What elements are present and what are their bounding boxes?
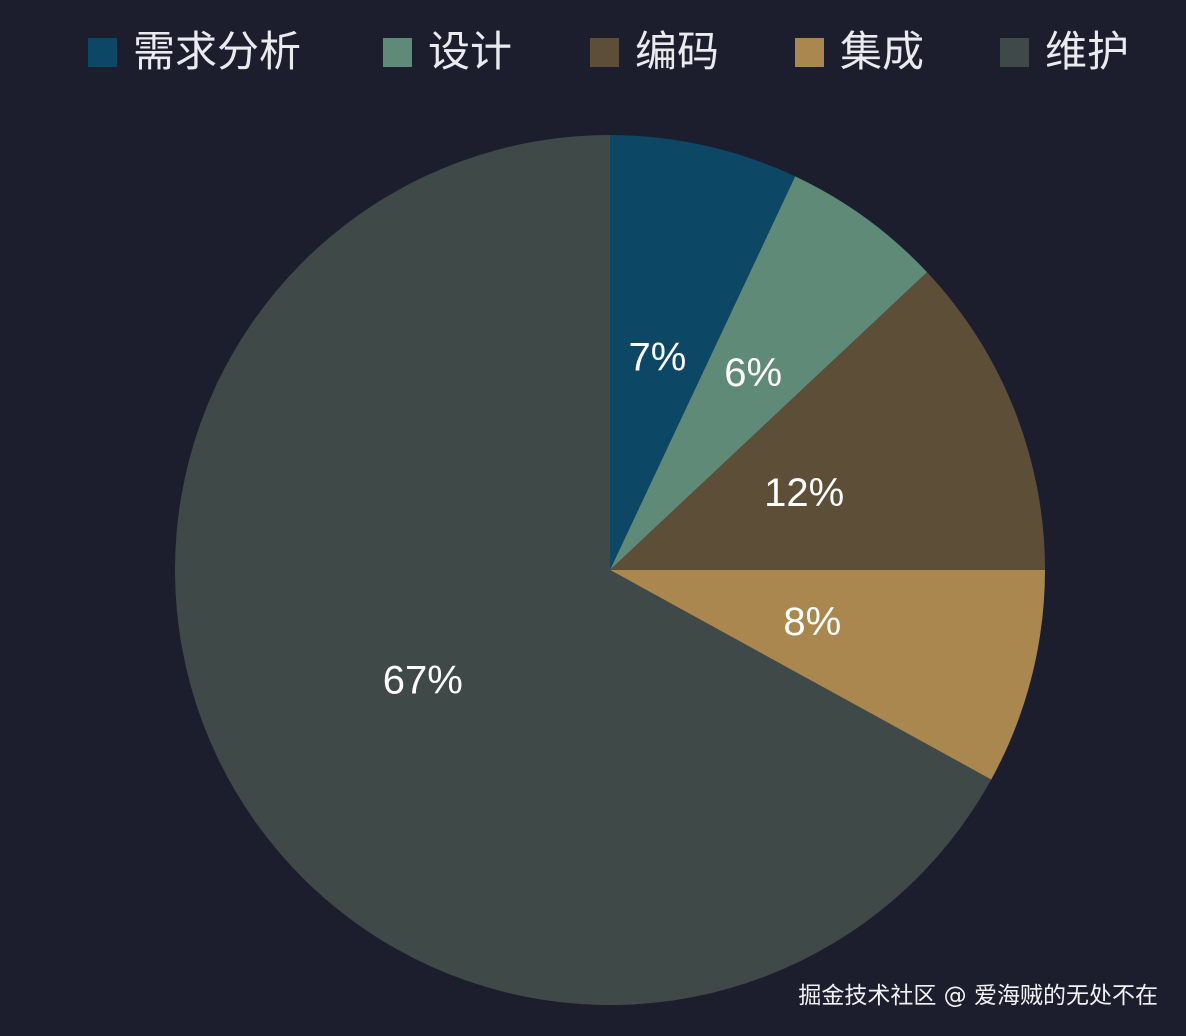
watermark-text: 掘金技术社区 @ 爱海贼的无处不在 <box>798 983 1158 1009</box>
legend-item-5: 维护 <box>1000 22 1129 82</box>
pie-slice-4 <box>610 570 1045 780</box>
slice-value-label-2: 6% <box>724 351 782 395</box>
pie-slice-1 <box>610 135 796 570</box>
legend-label: 设计 <box>428 27 513 76</box>
legend-swatch <box>383 37 412 67</box>
legend-item-3: 编码 <box>590 22 719 82</box>
legend: 需求分析 设计 编码 集成 维护 <box>0 22 1186 82</box>
slice-value-label-4: 8% <box>783 600 841 644</box>
legend-swatch <box>795 37 824 67</box>
legend-item-4: 集成 <box>795 22 924 82</box>
pie-slice-2 <box>610 176 928 570</box>
legend-item-1: 需求分析 <box>88 22 301 82</box>
legend-label: 集成 <box>840 27 925 76</box>
slice-value-label-5: 67% <box>383 659 463 703</box>
legend-label: 需求分析 <box>133 27 302 76</box>
legend-swatch <box>590 37 619 67</box>
legend-label: 编码 <box>635 27 720 76</box>
slice-value-label-3: 12% <box>764 471 844 515</box>
legend-label: 维护 <box>1045 27 1130 76</box>
legend-swatch <box>1000 37 1029 67</box>
legend-swatch <box>88 37 117 67</box>
slice-value-label-1: 7% <box>629 336 687 380</box>
pie-slice-5 <box>175 134 992 1006</box>
pie-slice-3 <box>610 272 1045 570</box>
legend-item-2: 设计 <box>383 22 512 82</box>
